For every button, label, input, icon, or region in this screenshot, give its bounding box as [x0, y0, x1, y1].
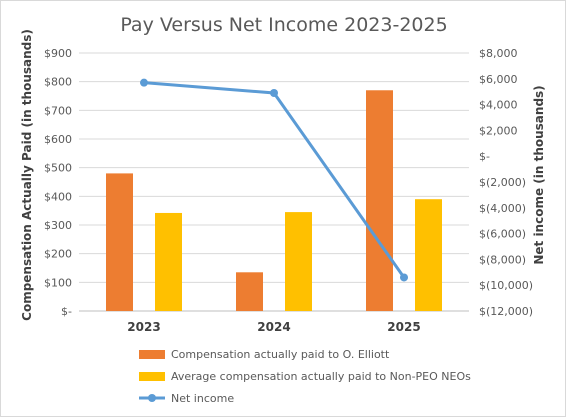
- x-tick-label: 2024: [257, 320, 290, 334]
- net-income-line: [143, 81, 406, 279]
- y-right-tick-label: $(8,000): [479, 253, 526, 266]
- y-right-tick-label: $8,000: [479, 47, 518, 60]
- left-axis-ticks: $- $100 $200 $300 $400 $500 $600 $700 $800 $900: [44, 47, 72, 318]
- line-series: [140, 78, 408, 282]
- y-left-axis-title: Compensation Actually Paid (in thousands…: [20, 29, 34, 321]
- net-income-point: [270, 88, 278, 97]
- legend-label: Average compensation actually paid to No…: [171, 370, 471, 383]
- y-left-tick-label: $400: [44, 190, 72, 203]
- y-right-tick-label: $(10,000): [479, 279, 533, 292]
- legend-label: Net income: [171, 392, 234, 405]
- y-right-tick-label: $-: [479, 150, 490, 163]
- net-income-point: [400, 273, 408, 282]
- legend-swatch: [139, 372, 165, 381]
- x-axis-labels: 2023 2024 2025: [127, 320, 420, 334]
- y-right-tick-label: $(2,000): [479, 176, 526, 189]
- chart-title: Pay Versus Net Income 2023-2025: [120, 14, 447, 36]
- y-right-tick-label: $(6,000): [479, 228, 526, 241]
- y-right-tick-label: $(12,000): [479, 305, 533, 318]
- y-right-tick-label: $(4,000): [479, 202, 526, 215]
- bar-o-elliott-2025: [366, 90, 393, 312]
- y-right-axis-title: Net income (in thousands): [532, 85, 546, 264]
- y-left-tick-label: $300: [44, 219, 72, 232]
- y-right-tick-label: $4,000: [479, 99, 518, 112]
- right-axis-ticks: $(12,000) $(10,000) $(8,000) $(6,000) $(4,00…: [479, 47, 533, 318]
- bar-non-peo-neos-2024: [285, 212, 312, 311]
- bar-non-peo-neos-2025: [415, 199, 442, 311]
- y-left-tick-label: $500: [44, 162, 72, 175]
- bar-o-elliott-2023: [106, 173, 133, 311]
- y-right-tick-label: $2,000: [479, 124, 518, 137]
- x-tick-label: 2023: [127, 320, 160, 334]
- y-left-tick-label: $200: [44, 248, 72, 261]
- y-left-tick-label: $700: [44, 104, 72, 117]
- y-right-tick-label: $6,000: [479, 73, 518, 86]
- x-tick-label: 2025: [387, 320, 420, 334]
- y-left-tick-label: $900: [44, 47, 72, 60]
- legend-swatch: [139, 350, 165, 359]
- bar-o-elliott-2024: [236, 272, 263, 311]
- bar-non-peo-neos-2023: [155, 212, 182, 311]
- bars: [106, 90, 442, 312]
- net-income-point: [140, 78, 148, 87]
- legend: Compensation actually paid to O. Elliott…: [139, 348, 471, 405]
- gridlines: [79, 52, 469, 312]
- y-left-tick-label: $600: [44, 133, 72, 146]
- y-left-tick-label: $-: [61, 305, 72, 318]
- y-left-tick-label: $800: [44, 76, 72, 89]
- legend-marker: [148, 394, 156, 402]
- y-left-tick-label: $100: [44, 276, 72, 289]
- legend-label: Compensation actually paid to O. Elliott: [171, 348, 390, 361]
